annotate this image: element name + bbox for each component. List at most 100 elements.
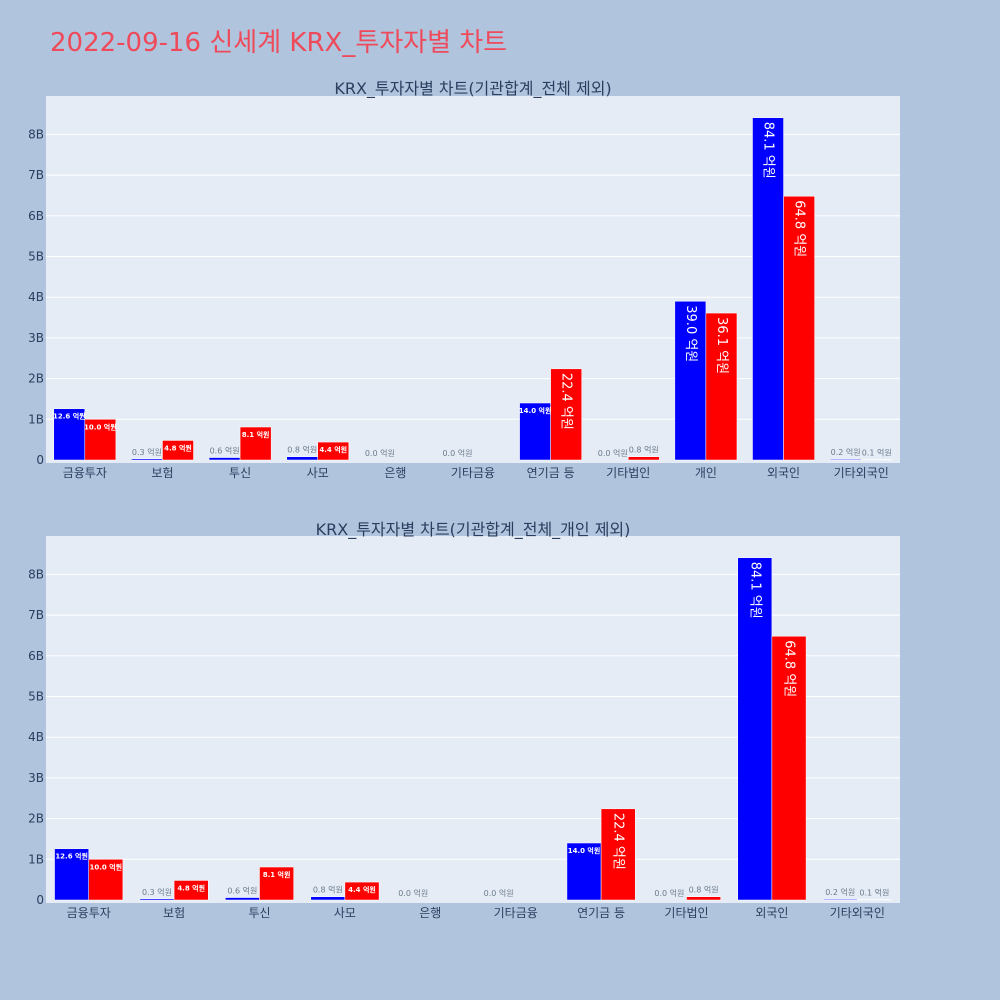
y-tick-label: 4B: [28, 290, 44, 304]
y-tick-label: 5B: [28, 690, 44, 704]
data-label: 0.1 억원: [859, 888, 889, 898]
y-tick-label: 5B: [28, 250, 44, 264]
bar: [705, 312, 738, 461]
data-label: 4.8 억원: [177, 883, 205, 892]
data-label: 0.6 억원: [210, 446, 240, 456]
x-tick-label: 연기금 등: [527, 466, 575, 480]
data-label: 0.0 억원: [442, 448, 472, 458]
y-tick-label: 0: [36, 453, 44, 467]
data-label: 0.0 억원: [484, 888, 514, 898]
data-label: 0.0 억원: [598, 448, 628, 458]
bar: [600, 808, 636, 901]
data-label: 0.0 억원: [398, 888, 428, 898]
x-tick-label: 기타금융: [494, 906, 538, 920]
chart-title: KRX_투자자별 차트(기관합계_전체 제외): [334, 79, 611, 99]
data-label: 84.1 억원: [747, 562, 762, 619]
data-label: 0.0 억원: [365, 448, 395, 458]
data-label: 0.3 억원: [132, 447, 162, 457]
x-tick-label: 투신: [229, 466, 251, 480]
data-label: 8.1 억원: [242, 430, 270, 439]
y-tick-label: 7B: [28, 608, 44, 622]
bar: [310, 896, 346, 901]
data-label: 0.1 억원: [862, 448, 892, 458]
y-tick-label: 2B: [28, 812, 44, 826]
y-tick-label: 6B: [28, 209, 44, 223]
data-label: 0.2 억원: [825, 887, 855, 897]
y-tick-label: 1B: [28, 852, 44, 866]
x-tick-label: 기타외국인: [834, 466, 889, 480]
data-label: 4.4 억원: [348, 885, 376, 894]
x-tick-label: 금융투자: [63, 466, 107, 480]
bar: [737, 557, 773, 901]
data-label: 0.3 억원: [142, 887, 172, 897]
y-tick-label: 3B: [28, 331, 44, 345]
x-tick-label: 투신: [248, 906, 270, 920]
x-tick-label: 외국인: [767, 466, 800, 480]
bar: [686, 896, 721, 901]
bar: [550, 368, 582, 461]
x-tick-label: 기타법인: [664, 906, 708, 920]
data-label: 10.0 억원: [84, 422, 117, 431]
y-tick-label: 6B: [28, 649, 44, 663]
data-label: 12.6 억원: [55, 852, 88, 861]
page-title: 2022-09-16 신세계 KRX_투자자별 차트: [50, 28, 508, 58]
x-tick-label: 연기금 등: [577, 906, 625, 920]
data-label: 12.6 억원: [53, 412, 86, 421]
chart-1: KRX_투자자별 차트(기관합계_전체 제외) 0 1B 2B 3B 4B 5B 6B 7B 8B…: [28, 79, 900, 480]
data-label: 14.0 억원: [519, 406, 552, 415]
data-label: 0.8 억원: [313, 885, 343, 895]
data-label: 4.8 억원: [164, 443, 192, 452]
y-tick-label: 4B: [28, 730, 44, 744]
x-tick-label: 은행: [384, 465, 406, 480]
data-label: 0.2 억원: [831, 447, 861, 457]
bar: [259, 866, 294, 901]
data-label: 64.8 억원: [781, 640, 796, 697]
data-label: 0.6 억원: [227, 886, 257, 896]
data-label: 39.0 억원: [683, 305, 698, 362]
data-label: 0.8 억원: [629, 445, 659, 455]
x-tick-label: 기타금융: [451, 466, 495, 480]
x-tick-label: 은행: [419, 905, 441, 920]
bar: [225, 897, 260, 901]
bar: [628, 456, 660, 461]
y-tick-label: 2B: [28, 372, 44, 386]
data-label: 0.8 억원: [287, 445, 317, 455]
x-tick-label: 외국인: [755, 906, 788, 920]
bar: [139, 898, 175, 901]
bar: [783, 196, 815, 461]
bar: [162, 440, 194, 461]
bar: [239, 426, 272, 461]
data-label: 22.4 억원: [559, 373, 574, 430]
data-label: 0.0 억원: [654, 888, 684, 898]
y-tick-label: 1B: [28, 412, 44, 426]
bar: [54, 848, 89, 901]
chart-2: KRX_투자자별 차트(기관합계_전체_개인 제외) 0 1B 2B 3B 4B 5B 6B 7…: [28, 520, 900, 920]
bar: [317, 441, 350, 461]
x-tick-label: 사모: [307, 466, 329, 480]
bar: [566, 842, 602, 901]
bar: [344, 881, 380, 901]
y-tick-label: 0: [36, 893, 44, 907]
x-tick-label: 보험: [163, 906, 185, 920]
y-tick-label: 8B: [28, 567, 44, 581]
data-label: 64.8 억원: [792, 200, 807, 257]
x-tick-label: 보험: [151, 466, 173, 480]
data-label: 0.8 억원: [689, 885, 719, 895]
y-tick-label: 3B: [28, 771, 44, 785]
x-tick-label: 기타법인: [606, 466, 650, 480]
data-label: 84.1 억원: [761, 122, 776, 179]
y-tick-label: 7B: [28, 168, 44, 182]
data-label: 14.0 억원: [568, 846, 601, 855]
bar: [173, 880, 209, 901]
bar: [286, 456, 318, 461]
bar: [208, 457, 241, 461]
bar: [822, 898, 858, 901]
data-label: 22.4 억원: [611, 813, 626, 870]
bar: [131, 458, 163, 461]
bar: [829, 458, 862, 461]
x-tick-label: 사모: [334, 906, 356, 920]
x-tick-label: 금융투자: [67, 906, 111, 920]
chart-title: KRX_투자자별 차트(기관합계_전체_개인 제외): [316, 520, 631, 540]
bar: [771, 636, 807, 901]
x-tick-label: 개인: [695, 466, 717, 480]
